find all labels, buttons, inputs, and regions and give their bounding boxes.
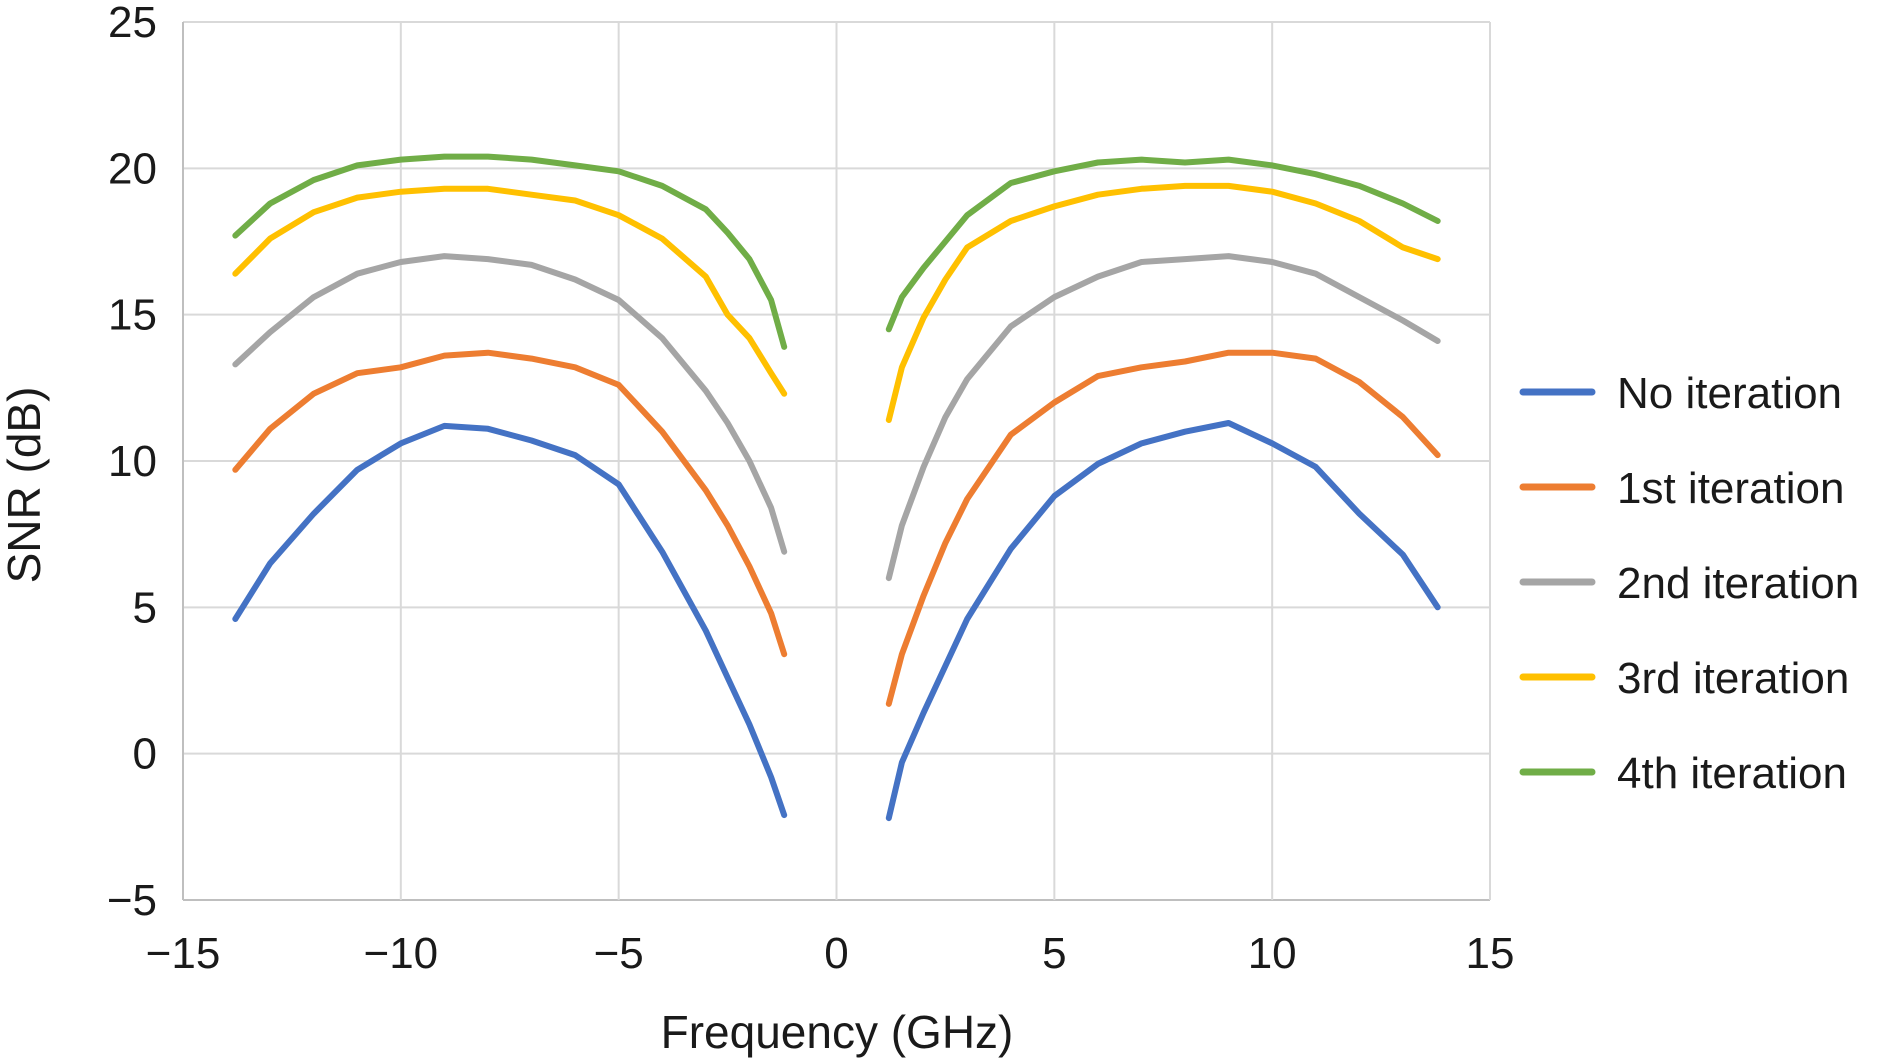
y-tick-label: 15 [108, 291, 157, 340]
y-axis-title: SNR (dB) [0, 387, 50, 584]
y-tick-label: 10 [108, 437, 157, 486]
series-3rd-iteration-right [885, 182, 1441, 423]
x-axis-title: Frequency (GHz) [661, 1006, 1014, 1058]
x-tick-label: 0 [824, 929, 848, 978]
legend-label-4th-iteration: 4th iteration [1617, 749, 1847, 798]
x-tick-label: 10 [1248, 929, 1297, 978]
series-2nd-iteration-left [232, 253, 788, 555]
series-1st-iteration-right [885, 349, 1441, 707]
legend-label-1st-iteration: 1st iteration [1617, 464, 1844, 513]
y-tick-label: 0 [133, 730, 157, 779]
legend-label-3rd-iteration: 3rd iteration [1617, 654, 1849, 703]
legend: No iteration 1st iteration 2nd iteration 3r… [1519, 369, 1859, 798]
tick-labels: −5 0 5 10 15 20 25 −15 −10 −5 0 5 10 15 [107, 0, 1515, 978]
y-tick-label: 5 [133, 583, 157, 632]
series-3rd-iteration-left [232, 185, 788, 397]
series-2nd-iteration-right [885, 253, 1441, 582]
legend-label-2nd-iteration: 2nd iteration [1617, 559, 1859, 608]
x-tick-label: −5 [594, 929, 644, 978]
series-4th-iteration-right [885, 156, 1441, 333]
series-no-iteration-right [885, 420, 1441, 822]
y-tick-label: 25 [108, 0, 157, 47]
x-tick-label: 15 [1466, 929, 1515, 978]
gridlines [182, 21, 1491, 901]
series-lines [232, 153, 1441, 822]
x-tick-label: 5 [1042, 929, 1066, 978]
x-tick-label: −15 [146, 929, 221, 978]
series-1st-iteration-left [232, 349, 788, 658]
y-tick-label: −5 [107, 876, 157, 925]
series-no-iteration-left [232, 422, 788, 819]
series-4th-iteration-left [232, 153, 788, 350]
legend-label-no-iteration: No iteration [1617, 369, 1842, 418]
y-tick-label: 20 [108, 144, 157, 193]
x-tick-label: −10 [364, 929, 439, 978]
